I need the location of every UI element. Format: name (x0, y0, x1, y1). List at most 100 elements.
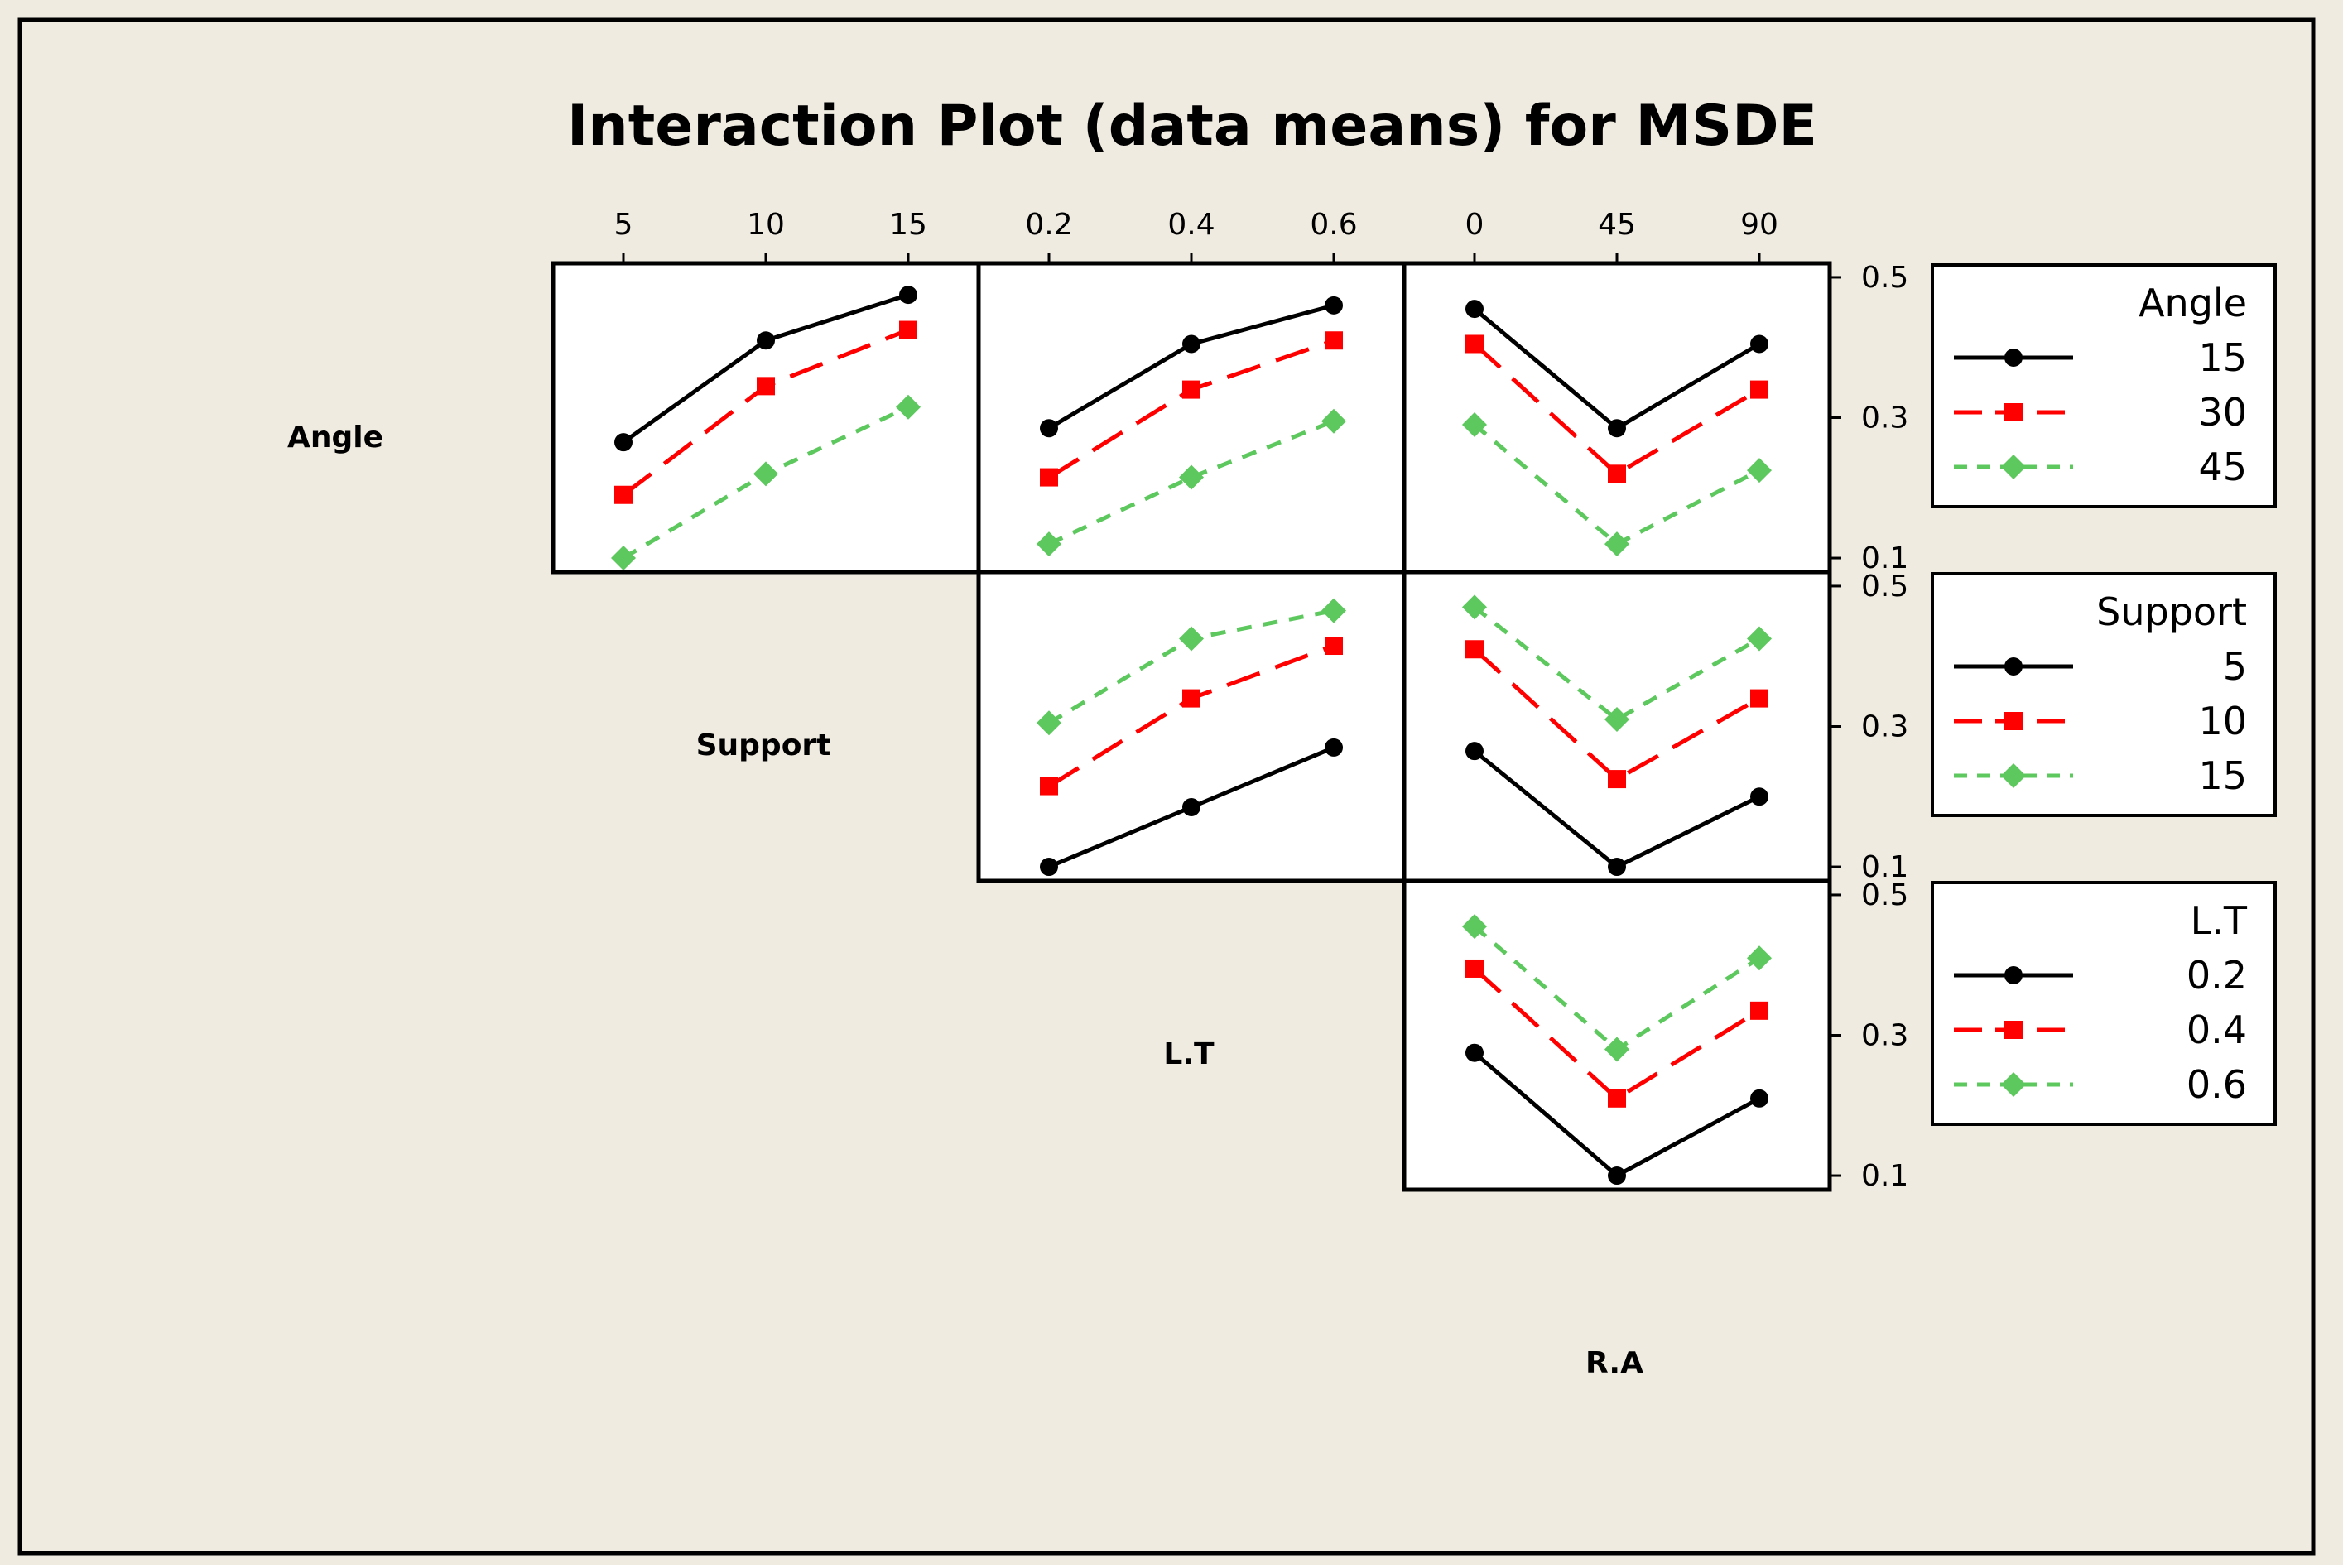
data-point (1040, 468, 1058, 487)
data-point (1750, 787, 1768, 806)
legend-marker (2004, 403, 2023, 421)
data-point (1750, 1089, 1768, 1108)
data-point (1182, 334, 1200, 354)
data-point (1465, 300, 1484, 319)
data-point (1462, 594, 1487, 620)
series-line (1473, 605, 1761, 723)
data-point (1462, 411, 1487, 437)
factor-label: Support (696, 729, 831, 762)
data-point (899, 286, 917, 305)
chart-title: Interaction Plot (data means) for MSDE (567, 94, 1817, 159)
y-tick-label: 0.3 (1861, 402, 1908, 435)
data-point (1747, 458, 1772, 483)
legend-entry-label: 5 (2223, 644, 2247, 689)
data-point (1182, 689, 1200, 708)
data-point (1179, 626, 1204, 652)
legend-marker (2004, 1021, 2023, 1039)
y-tick-label: 0.1 (1861, 541, 1908, 575)
data-point (1604, 707, 1629, 733)
y-tick-label: 0.5 (1861, 570, 1908, 604)
x-tick-label: 5 (614, 208, 633, 242)
panel-Angle-vs-Support (551, 261, 981, 575)
y-tick-label: 0.5 (1861, 878, 1908, 912)
data-point (1465, 334, 1484, 354)
data-point (1040, 777, 1058, 796)
x-tick-label: 0 (1465, 208, 1484, 242)
chart-outer-border (17, 17, 2316, 1556)
legend-angle: Angle 15 30 45 (1931, 263, 2277, 508)
legend-title: Support (2096, 589, 2247, 634)
y-tick-label: 0.1 (1861, 850, 1908, 884)
legend-entry-label: 45 (2198, 445, 2247, 489)
data-point (614, 433, 633, 452)
data-point (1750, 334, 1768, 354)
y-tick-label: 0.3 (1861, 1019, 1908, 1053)
y-tick-label: 0.1 (1861, 1159, 1908, 1193)
factor-label: L.T (1163, 1037, 1215, 1071)
data-point (1182, 797, 1200, 816)
data-point (1604, 531, 1629, 557)
factor-label: Angle (287, 421, 383, 455)
legend-entry-label: 15 (2198, 335, 2247, 380)
x-tick-label: 90 (1740, 208, 1778, 242)
legend-support: Support 5 10 15 (1931, 572, 2277, 817)
series-line (1473, 342, 1761, 477)
legend-marker (2001, 763, 2026, 788)
data-point (1750, 380, 1768, 399)
data-point (1182, 380, 1200, 399)
x-tick-label: 10 (747, 208, 785, 242)
data-point (1321, 408, 1346, 434)
panel-Support-vs-RA (1402, 570, 1832, 883)
data-point (1747, 626, 1772, 652)
x-tick-label: 0.6 (1310, 208, 1357, 242)
data-point (1608, 1166, 1626, 1186)
legend-title: L.T (2191, 898, 2248, 943)
data-point (1608, 464, 1626, 483)
data-point (757, 377, 775, 396)
legend-entry-label: 0.4 (2187, 1008, 2247, 1052)
legend-marker (2001, 455, 2026, 479)
data-point (1325, 738, 1343, 757)
data-point (896, 394, 921, 420)
legend-title: Angle (2139, 281, 2247, 325)
legend-entry-label: 0.6 (2187, 1062, 2247, 1107)
panel-frame (976, 570, 1407, 883)
data-point (1037, 531, 1061, 557)
data-point (1325, 637, 1343, 656)
factor-label: R.A (1585, 1346, 1643, 1380)
legend-marker (2004, 966, 2023, 984)
series-line (1473, 647, 1761, 782)
data-point (1040, 419, 1058, 438)
legend-entry-label: 15 (2198, 753, 2247, 798)
legend-entry-label: 30 (2198, 390, 2247, 435)
data-point (1462, 914, 1487, 940)
legend-lt: L.T 0.2 0.4 0.6 (1931, 881, 2277, 1126)
legend-marker (2004, 349, 2023, 367)
panel-Angle-vs-RA (1402, 261, 1832, 575)
data-point (1750, 1001, 1768, 1020)
data-point (1608, 1089, 1626, 1108)
data-point (1747, 945, 1772, 971)
legend-marker (2004, 657, 2023, 676)
data-point (1040, 858, 1058, 877)
legend-entry-label: 10 (2198, 699, 2247, 743)
data-point (1465, 1043, 1484, 1062)
data-point (1608, 770, 1626, 789)
data-point (1608, 419, 1626, 438)
data-point (1750, 689, 1768, 708)
legend-marker (2001, 1072, 2026, 1097)
data-point (1179, 464, 1204, 490)
x-tick-label: 0.4 (1167, 208, 1215, 242)
data-point (1465, 640, 1484, 659)
data-point (1465, 959, 1484, 978)
panel-Support-vs-LT (976, 570, 1407, 883)
panel-LT-vs-RA (1402, 878, 1832, 1192)
data-point (1465, 742, 1484, 761)
panel-frame (551, 261, 981, 575)
legend-marker (2004, 712, 2023, 730)
legend-entry-label: 0.2 (2187, 953, 2247, 998)
data-point (1037, 710, 1061, 736)
data-point (1604, 1037, 1629, 1062)
